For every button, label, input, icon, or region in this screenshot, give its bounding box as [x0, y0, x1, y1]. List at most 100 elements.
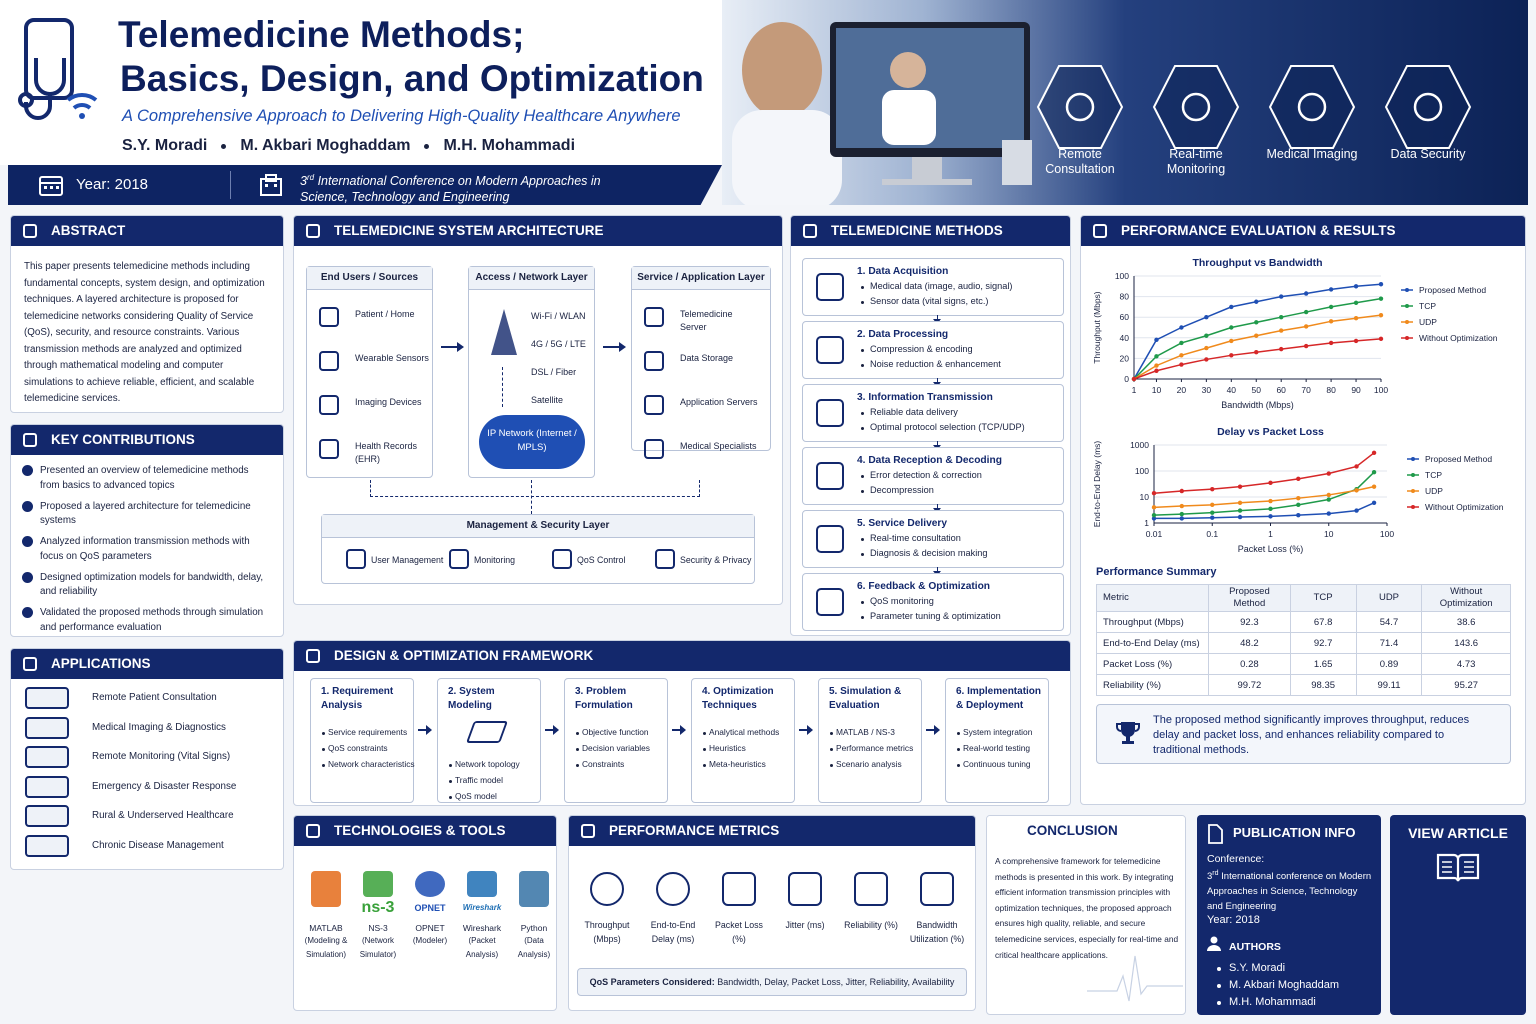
- arrow: [937, 567, 938, 574]
- legend-marker: [1405, 320, 1409, 324]
- table-cell: 98.35: [1289, 674, 1357, 696]
- architecture-panel: TELEMEDICINE SYSTEM ARCHITECTURE End Use…: [293, 215, 783, 605]
- data-point: [1204, 357, 1209, 362]
- view-article-button[interactable]: VIEW ARTICLE: [1390, 815, 1526, 1015]
- data-point: [1229, 304, 1234, 310]
- table-row: Packet Loss (%) 0.28 1.65 0.89 4.73: [1095, 653, 1511, 675]
- data-point: [1210, 502, 1215, 508]
- step-item: QoS constraints: [328, 743, 388, 753]
- layer-title: Service / Application Layer: [637, 272, 765, 283]
- data-point: [1353, 316, 1359, 321]
- legend-marker: [1411, 457, 1415, 461]
- bullet: [1217, 1001, 1221, 1005]
- table-cell: 92.7: [1289, 632, 1357, 654]
- step-item: Continuous tuning: [963, 759, 1031, 769]
- column-header: UDP: [1355, 584, 1423, 612]
- author: S.Y. Moradi: [1229, 962, 1286, 974]
- data-point: [1378, 282, 1384, 287]
- step-item: Network topology: [455, 759, 520, 769]
- framework-panel: DESIGN & OPTIMIZATION FRAMEWORK 1. Requi…: [293, 640, 1071, 806]
- tool-logo: ns-3: [361, 899, 395, 916]
- data-point: [1326, 471, 1331, 476]
- arrow-head: [457, 342, 464, 352]
- step-title: 3. Information Transmission: [857, 392, 993, 403]
- x-axis-label: Packet Loss (%): [1238, 544, 1304, 554]
- legend-label: Proposed Method: [1425, 454, 1492, 464]
- metrics-panel: PERFORMANCE METRICS Throughput (Mbps) End…: [568, 815, 976, 1011]
- tool-icon: [415, 871, 445, 897]
- layer-title: Access / Network Layer: [475, 272, 588, 283]
- vertical-arrow: [502, 367, 504, 407]
- pulse-decoration: [1087, 955, 1183, 1002]
- data-point: [1296, 476, 1301, 482]
- legend-label: TCP: [1425, 470, 1442, 480]
- divider: [230, 171, 231, 199]
- step-item: Diagnosis & decision making: [870, 548, 988, 558]
- data-point: [1154, 368, 1159, 373]
- method-step: 4. Data Reception & Decoding Error detect…: [802, 447, 1064, 505]
- step-item: Medical data (image, audio, signal): [870, 281, 1013, 291]
- management-item: Monitoring: [474, 555, 516, 565]
- step-icon: [816, 525, 844, 553]
- tool-name: MATLAB: [309, 923, 343, 933]
- tool-name: OPNET: [415, 923, 445, 933]
- x-tick-label: 50: [1252, 385, 1262, 395]
- data-point: [1328, 304, 1334, 310]
- y-axis-label: End-to-End Delay (ms): [1092, 441, 1102, 528]
- column-header: Proposed Method: [1208, 584, 1291, 612]
- data-point: [1179, 488, 1184, 494]
- data-point: [1326, 492, 1331, 498]
- x-tick-label: 100: [1380, 529, 1394, 539]
- bullet: [703, 748, 706, 751]
- layer-item: Data Storage: [680, 353, 734, 363]
- y-tick-label: 1: [1144, 518, 1149, 528]
- tool-icon: [311, 871, 341, 907]
- legend-marker: [1405, 304, 1409, 308]
- layer-item: Wi-Fi / WLAN: [531, 311, 586, 321]
- table-cell: 95.27: [1421, 674, 1511, 696]
- legend-label: Without Optimization: [1425, 502, 1504, 512]
- legend-label: UDP: [1419, 317, 1437, 327]
- data-point: [1237, 508, 1243, 513]
- data-point: [1371, 469, 1377, 475]
- author: M.H. Mohammadi: [443, 137, 576, 154]
- header-left: Telemedicine Methods; Basics, Design, an…: [0, 0, 730, 165]
- connector: [531, 480, 533, 514]
- data-point: [1179, 325, 1184, 330]
- data-point: [1378, 336, 1384, 342]
- bullet: [861, 601, 864, 604]
- step-item: Service requirements: [328, 727, 408, 737]
- bullet: [1217, 967, 1221, 971]
- application-icon: [25, 775, 69, 798]
- data-point: [1210, 515, 1215, 520]
- y-tick-label: 60: [1120, 312, 1130, 322]
- bullet: [449, 764, 452, 767]
- bullet: [1217, 984, 1221, 988]
- data-point: [1210, 486, 1215, 492]
- results-panel: PERFORMANCE EVALUATION & RESULTS Through…: [1080, 215, 1526, 805]
- bullet: [861, 427, 864, 430]
- data-point: [1204, 315, 1209, 320]
- contribution: Designed optimization models for bandwid…: [40, 571, 264, 598]
- subtitle: A Comprehensive Approach to Delivering H…: [122, 107, 681, 125]
- y-tick-label: 100: [1115, 271, 1129, 281]
- tool-desc: (Data Analysis): [517, 936, 551, 959]
- chart-title: Delay vs Packet Loss: [1217, 426, 1324, 438]
- data-point: [1229, 353, 1234, 358]
- application: Rural & Underserved Healthcare: [92, 810, 234, 822]
- bullet: [576, 764, 579, 767]
- application: Emergency & Disaster Response: [92, 780, 237, 792]
- metric-label: Jitter (ms): [785, 920, 825, 930]
- summary-title: Performance Summary: [1096, 566, 1217, 578]
- data-point: [1131, 376, 1137, 382]
- table-cell: Packet Loss (%): [1095, 653, 1210, 675]
- step-item: QoS model: [455, 791, 497, 801]
- data-point: [1179, 516, 1184, 521]
- layer-header: [469, 267, 594, 290]
- item-icon: [552, 549, 572, 569]
- y-tick-label: 20: [1120, 353, 1130, 363]
- data-point: [1354, 508, 1359, 513]
- table-cell: 48.2: [1208, 632, 1291, 654]
- arrow: [799, 729, 811, 731]
- panel-title: TECHNOLOGIES & TOOLS: [294, 816, 556, 846]
